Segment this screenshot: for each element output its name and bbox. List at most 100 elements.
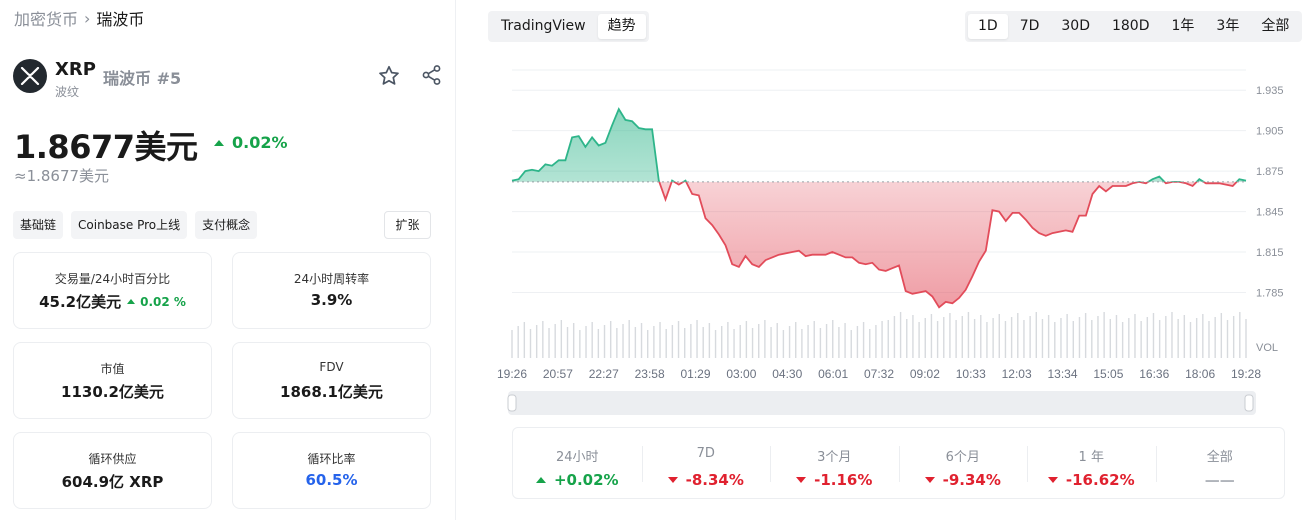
- price-line-down: [658, 181, 1238, 309]
- x-tick-label: 12:03: [1002, 367, 1032, 381]
- range-slider-handle[interactable]: [507, 394, 517, 412]
- range-7d[interactable]: 7D: [1019, 18, 1040, 34]
- volume-bar: [850, 330, 852, 358]
- volume-bar: [640, 323, 643, 358]
- volume-bar: [1245, 319, 1247, 358]
- period-cell: 7D -8.34%: [641, 428, 771, 498]
- volume-bar: [1060, 318, 1062, 358]
- chart-panel: TradingView 趋势 1D 7D 30D 180D 1年 3年 全部 1…: [456, 0, 1312, 520]
- stat-label: 交易量/24小时百分比: [54, 272, 171, 286]
- volume-bar: [653, 326, 655, 358]
- y-tick-label: 1.875: [1256, 166, 1284, 178]
- range-1d[interactable]: 1D: [968, 14, 1008, 39]
- range-tabs: 1D 7D 30D 180D 1年 3年 全部: [965, 11, 1303, 42]
- stat-label: FDV: [319, 360, 344, 374]
- stat-card-turnover: 24小时周转率 3.9%: [232, 252, 431, 329]
- range-all[interactable]: 全部: [1261, 18, 1290, 34]
- period-label: 1 年: [1078, 450, 1104, 465]
- x-tick-label: 15:05: [1093, 367, 1123, 381]
- range-30d[interactable]: 30D: [1061, 18, 1090, 34]
- volume-bar: [770, 327, 772, 358]
- volume-bar: [727, 322, 729, 358]
- volume-bar: [739, 325, 741, 358]
- stat-card-fdv: FDV 1868.1亿美元: [232, 342, 431, 419]
- range-1y[interactable]: 1年: [1171, 18, 1195, 34]
- volume-bar: [980, 315, 982, 358]
- volume-bar: [677, 321, 680, 358]
- coin-symbol: XRP: [55, 59, 96, 80]
- volume-value: 45.2亿美元: [39, 293, 122, 311]
- volume-bar: [714, 330, 717, 358]
- period-label: 6个月: [945, 450, 980, 465]
- period-cell: 1 年 -16.62%: [1027, 428, 1156, 498]
- volume-bar: [1220, 313, 1223, 358]
- volume-bar: [1214, 317, 1216, 358]
- volume-bar: [912, 315, 914, 358]
- volume-bar: [751, 328, 754, 358]
- volume-bar: [998, 314, 1000, 358]
- range-slider-handle[interactable]: [1244, 394, 1254, 412]
- volume-bar: [1208, 321, 1210, 358]
- volume-bar: [825, 324, 828, 358]
- range-3y[interactable]: 3年: [1216, 18, 1240, 34]
- volume-bar: [1109, 319, 1112, 358]
- volume-bar: [943, 317, 945, 358]
- volume-bar: [628, 320, 630, 358]
- volume-bar: [1041, 319, 1044, 358]
- volume-bar: [1195, 318, 1198, 358]
- stat-value: 3.9%: [310, 291, 353, 309]
- area-fill-up: [512, 109, 1246, 182]
- favorite-star-icon[interactable]: [377, 64, 401, 88]
- volume-bar: [1152, 313, 1155, 358]
- price-approx: ≈1.8677美元: [14, 167, 110, 185]
- period-value: -16.62%: [1027, 471, 1156, 489]
- volume-bar: [764, 320, 766, 358]
- volume-bar: [560, 320, 563, 358]
- stat-label: 市值: [100, 362, 125, 376]
- stat-label: 循环比率: [307, 452, 356, 466]
- tab-tradingview[interactable]: TradingView: [501, 18, 586, 34]
- coin-subtitle: 波纹: [55, 85, 80, 99]
- volume-bar: [684, 328, 686, 358]
- volume-bar: [807, 325, 809, 358]
- coin-info-panel: 加密货币 › 瑞波币 XRP 瑞波币 #5 波纹: [0, 0, 456, 520]
- x-tick-label: 19:26: [497, 367, 527, 381]
- volume-bar: [967, 312, 970, 358]
- stat-value: 604.9亿 XRP: [61, 473, 164, 491]
- volume-bar: [1084, 313, 1087, 358]
- volume-bar: [1177, 319, 1179, 358]
- volume-bar: [1017, 313, 1019, 358]
- volume-bar: [721, 326, 723, 358]
- range-180d[interactable]: 180D: [1111, 18, 1150, 34]
- volume-change-value: 0.02 %: [140, 294, 186, 309]
- x-tick-label: 10:33: [956, 367, 986, 381]
- area-fill-down: [659, 181, 1237, 308]
- expand-button[interactable]: 扩张: [384, 211, 431, 239]
- range-slider-track: [508, 391, 1256, 415]
- stat-value: 45.2亿美元 0.02 %: [14, 291, 211, 312]
- volume-bar: [838, 327, 840, 358]
- tag-item[interactable]: Coinbase Pro上线: [71, 211, 188, 239]
- volume-bar: [1202, 314, 1204, 358]
- volume-bar: [1134, 314, 1136, 358]
- volume-bar: [634, 327, 637, 358]
- price-chart[interactable]: 1.935 1.905 1.875 1.845 1.815 1.785 VOL 19:26 20…: [456, 0, 1312, 420]
- xrp-logo-icon: [13, 59, 47, 93]
- volume-bar: [1140, 321, 1142, 358]
- tag-item[interactable]: 基础链: [13, 211, 64, 239]
- triangle-down-icon: [924, 477, 935, 483]
- coin-header: XRP 瑞波币 #5 波纹: [13, 59, 443, 99]
- volume-bar: [844, 323, 846, 358]
- volume-bar: [548, 328, 550, 358]
- share-icon[interactable]: [421, 64, 443, 86]
- x-tick-label: 18:06: [1185, 367, 1215, 381]
- volume-bar: [733, 329, 735, 358]
- volume-bar: [572, 323, 575, 358]
- tab-trend[interactable]: 趋势: [597, 14, 646, 39]
- volume-bar: [603, 325, 606, 358]
- breadcrumb-root-link[interactable]: 加密货币: [14, 10, 79, 29]
- tag-item[interactable]: 支付概念: [195, 211, 258, 239]
- volume-bar: [523, 322, 526, 358]
- volume-bar: [1128, 318, 1130, 358]
- x-tick-label: 22:27: [589, 367, 619, 381]
